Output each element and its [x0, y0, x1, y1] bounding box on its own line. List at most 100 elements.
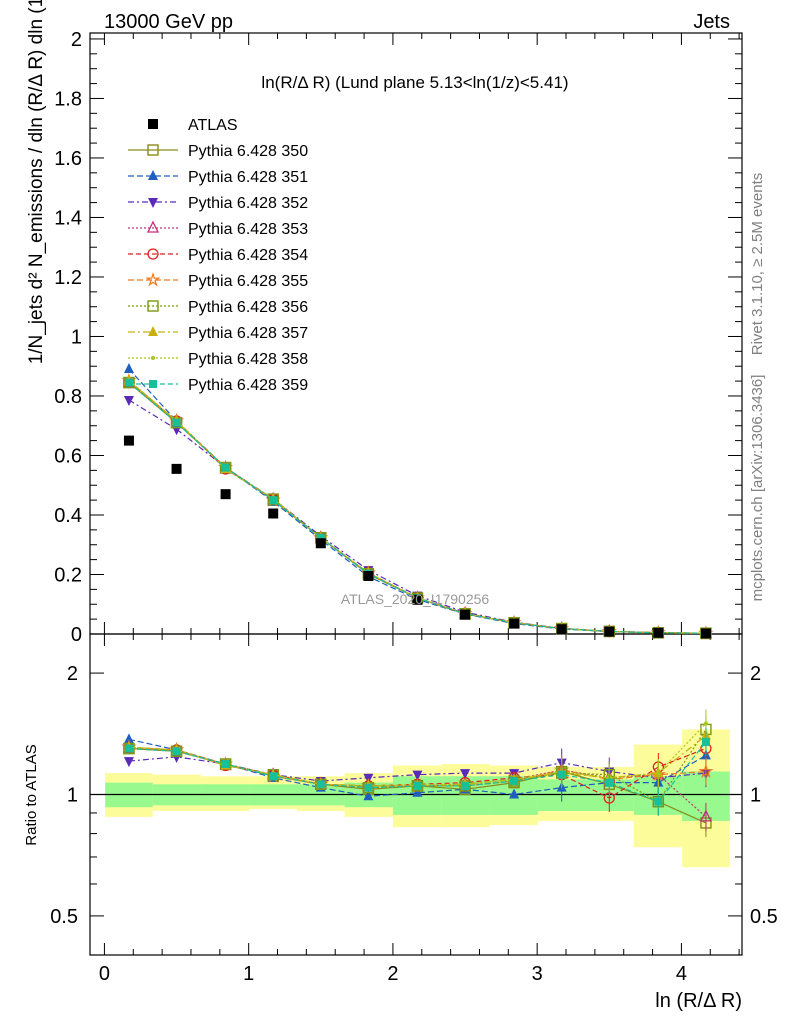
legend-label: Pythia 6.428 351	[188, 169, 308, 186]
point	[123, 363, 134, 374]
series-355	[121, 372, 714, 794]
y-axis-label-main: 1/N_jets d² N_emissions / dln (R/Δ R) dl…	[26, 0, 47, 364]
legend-label: Pythia 6.428 358	[188, 351, 308, 368]
rivet-label: Rivet 3.1.10, ≥ 2.5M events	[749, 173, 766, 356]
point	[509, 788, 520, 799]
data-point	[412, 594, 423, 605]
point	[123, 733, 134, 744]
point	[124, 744, 133, 753]
legend-label: Pythia 6.428 352	[188, 195, 308, 212]
y-tick-label: 0	[71, 624, 82, 646]
point	[147, 300, 159, 312]
point	[149, 380, 157, 388]
point	[172, 418, 181, 427]
y-tick-label: 1	[71, 326, 82, 348]
data-point	[171, 463, 182, 474]
point	[172, 747, 181, 756]
point	[412, 770, 423, 781]
point	[605, 778, 614, 787]
data-point	[363, 570, 374, 581]
legend-label: Pythia 6.428 359	[188, 377, 308, 394]
y-axis-label-ratio: Ratio to ATLAS	[23, 744, 40, 845]
point	[316, 780, 325, 789]
data-point	[315, 538, 326, 549]
point	[146, 220, 160, 233]
point	[461, 781, 470, 790]
series-layer	[121, 363, 714, 837]
data-point	[123, 435, 134, 446]
point	[269, 772, 278, 781]
point	[148, 198, 158, 208]
point	[698, 763, 714, 779]
x-tick-label: 4	[676, 963, 687, 985]
watermark: ATLAS_2020_I1790256	[341, 591, 490, 607]
data-point	[509, 618, 520, 629]
y-tick-label: 0.4	[54, 505, 82, 527]
legend-label-atlas: ATLAS	[188, 117, 238, 134]
point	[221, 463, 230, 472]
point	[316, 533, 325, 542]
data-point	[653, 627, 664, 638]
x-tick-label: 2	[387, 963, 398, 985]
point	[147, 248, 159, 260]
point	[703, 721, 708, 726]
data-point	[700, 628, 711, 639]
point	[656, 771, 661, 776]
ratio-y-tick-label: 1	[67, 785, 78, 807]
data-point	[604, 626, 615, 637]
point	[123, 395, 134, 406]
point	[151, 356, 155, 360]
y-tick-label: 2	[71, 29, 82, 51]
y-tick-label: 0.2	[54, 564, 82, 586]
data-point	[220, 489, 231, 500]
point	[148, 170, 158, 180]
series-357	[123, 374, 711, 792]
x-axis-label: ln (R/Δ R)	[655, 990, 742, 1012]
series-358	[126, 378, 708, 792]
point	[147, 144, 159, 156]
point	[269, 496, 278, 505]
point	[654, 797, 663, 806]
x-tick-label: 1	[243, 963, 254, 985]
data-point	[268, 508, 279, 519]
y-tick-label: 1.6	[54, 148, 82, 170]
legend-label: Pythia 6.428 354	[188, 247, 308, 264]
y-tick-label: 0.6	[54, 445, 82, 467]
point	[145, 271, 161, 287]
series-atlas	[123, 435, 711, 639]
legend-marker-atlas	[148, 119, 158, 129]
ratio-y-tick-label: 0.5	[50, 906, 78, 928]
header-left: 13000 GeV pp	[104, 11, 233, 33]
point	[364, 783, 373, 792]
legend-label: Pythia 6.428 355	[188, 273, 308, 290]
ratio-y-tick-label-right: 2	[750, 663, 761, 685]
y-tick-label: 1.8	[54, 88, 82, 110]
point	[363, 790, 374, 801]
y-tick-label: 1.4	[54, 207, 82, 229]
y-tick-label: 1.2	[54, 267, 82, 289]
axes: 0 1 2 3 4 0 0.2 0.4 0.6 0.8 1 1.2 1.4 1.6 1.8 2 0.5 0.5 1 1…	[50, 29, 778, 985]
data-point	[460, 609, 471, 620]
y-tick-label: 0.8	[54, 386, 82, 408]
point	[171, 752, 182, 763]
chart-title: ln(R/Δ R) (Lund plane 5.13<ln(1/z)<5.41)	[261, 73, 568, 92]
point	[701, 737, 710, 746]
data-point	[556, 624, 567, 635]
header-right: Jets	[693, 11, 730, 33]
point	[412, 786, 423, 797]
legend-label: Pythia 6.428 350	[188, 143, 308, 160]
legend-label: Pythia 6.428 357	[188, 325, 308, 342]
mcplots-label: mcplots.cern.ch [arXiv:1306.3436]	[749, 375, 766, 602]
point	[413, 781, 422, 790]
point	[123, 757, 134, 768]
ratio-y-tick-label-right: 0.5	[750, 906, 778, 928]
uncertainty-band	[105, 729, 730, 868]
point	[221, 760, 230, 769]
ratio-y-tick-label: 2	[67, 663, 78, 685]
point	[171, 425, 182, 436]
point	[124, 378, 133, 387]
legend: ATLAS Pythia 6.428 350 Pythia 6.428 351 Pyt…	[128, 117, 308, 394]
point	[148, 326, 158, 336]
x-tick-label: 3	[532, 963, 543, 985]
